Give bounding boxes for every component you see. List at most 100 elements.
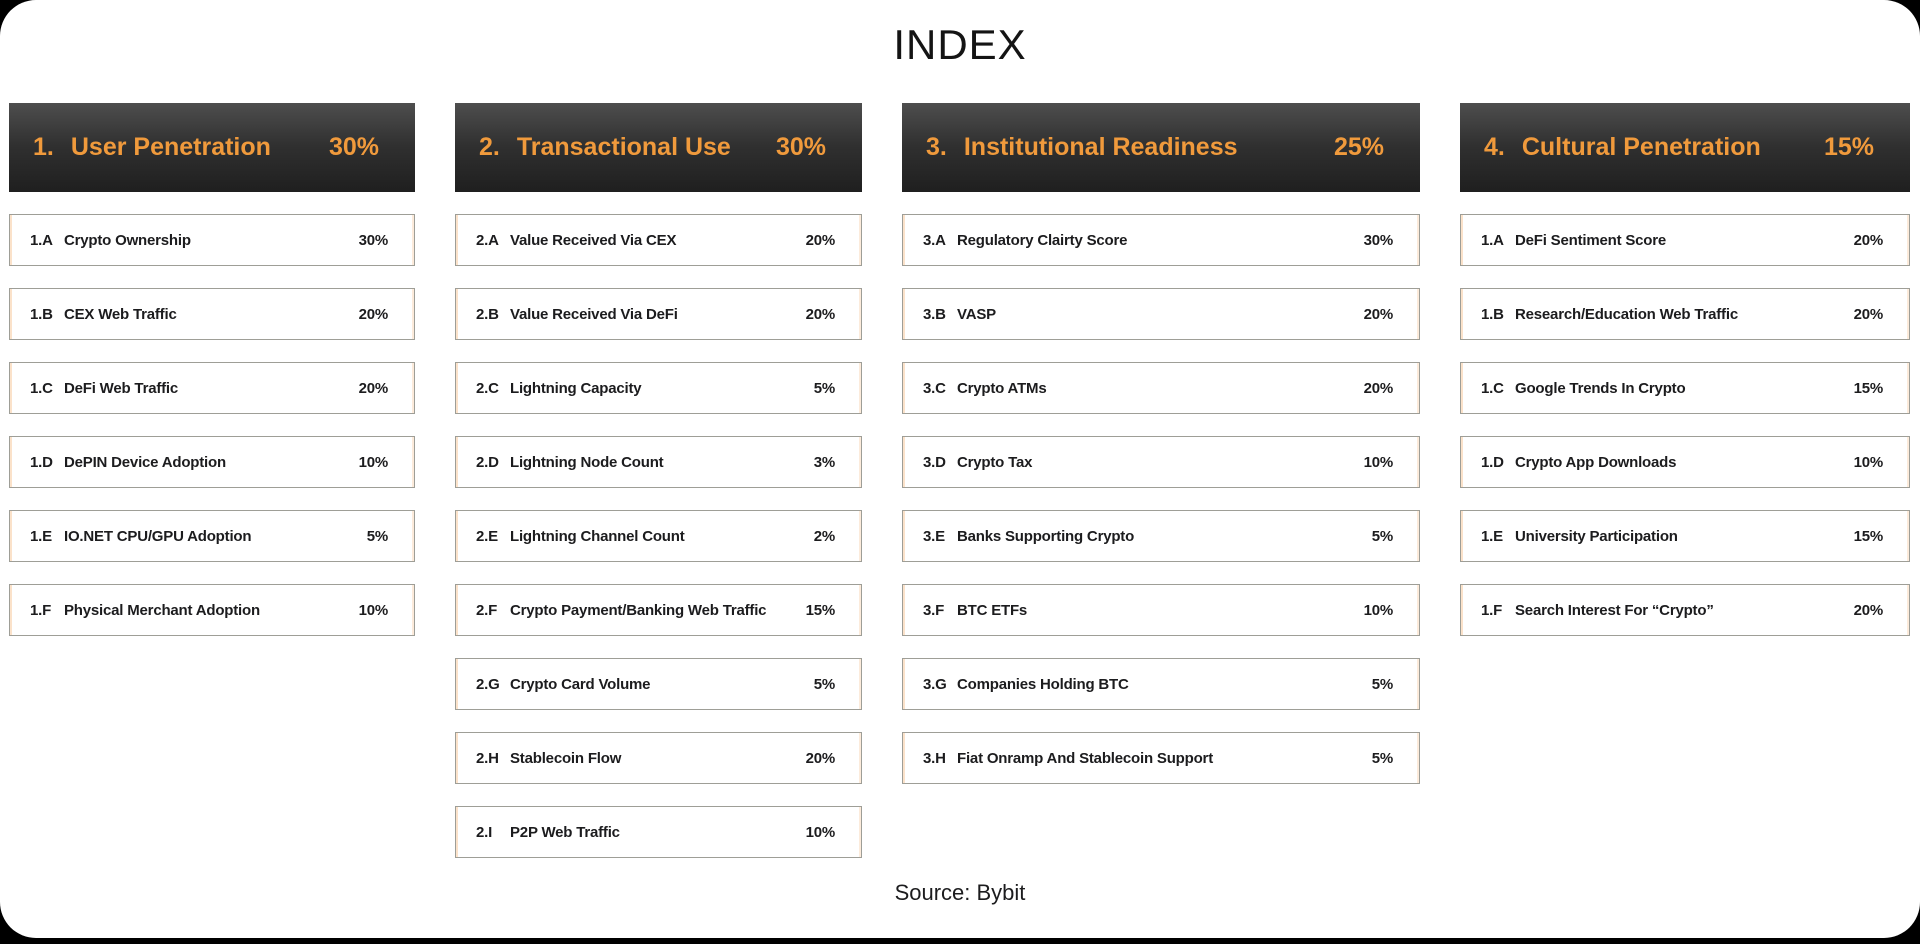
item-label: BTC ETFs <box>957 601 1028 619</box>
item-code: 1.C <box>1481 379 1504 397</box>
category-title: Transactional Use <box>516 133 731 161</box>
category-header: 1. User Penetration 30% <box>9 103 415 192</box>
item-code: 1.A <box>1481 231 1504 249</box>
item-label: Crypto Tax <box>957 453 1033 471</box>
item-code: 2.F <box>476 601 498 619</box>
column-cultural-penetration: 4. Cultural Penetration 15% 1.A DeFi Sen… <box>1460 103 1910 636</box>
item-weight: 15% <box>1853 379 1884 397</box>
index-item: 1.E IO.NET CPU/GPU Adoption 5% <box>9 510 415 562</box>
item-code: 3.G <box>923 675 947 693</box>
item-label: Search Interest For “Crypto” <box>1515 601 1714 619</box>
item-label: DePIN Device Adoption <box>64 453 226 471</box>
item-code: 3.C <box>923 379 946 397</box>
item-label: Google Trends In Crypto <box>1515 379 1686 397</box>
item-label: Banks Supporting Crypto <box>957 527 1135 545</box>
item-weight: 5% <box>813 379 835 397</box>
index-item: 1.B CEX Web Traffic 20% <box>9 288 415 340</box>
category-header: 2. Transactional Use 30% <box>455 103 862 192</box>
column-institutional-readiness: 3. Institutional Readiness 25% 3.A Regul… <box>902 103 1420 784</box>
item-label: CEX Web Traffic <box>64 305 177 323</box>
item-weight: 20% <box>1853 231 1884 249</box>
item-code: 3.A <box>923 231 946 249</box>
category-weight: 25% <box>1333 133 1384 161</box>
item-weight: 15% <box>1853 527 1884 545</box>
item-label: Crypto Card Volume <box>510 675 651 693</box>
item-code: 1.A <box>30 231 53 249</box>
index-item: 2.A Value Received Via CEX 20% <box>455 214 862 266</box>
item-weight: 2% <box>813 527 835 545</box>
item-weight: 5% <box>1371 675 1393 693</box>
category-weight: 30% <box>775 133 826 161</box>
item-label: Crypto Payment/Banking Web Traffic <box>510 601 767 619</box>
item-code: 1.D <box>30 453 53 471</box>
source-attribution: Source: Bybit <box>894 880 1026 905</box>
index-item: 3.C Crypto ATMs 20% <box>902 362 1420 414</box>
item-label: VASP <box>957 305 996 323</box>
index-item: 1.F Search Interest For “Crypto” 20% <box>1460 584 1910 636</box>
index-item: 1.F Physical Merchant Adoption 10% <box>9 584 415 636</box>
item-label: Crypto Ownership <box>64 231 191 249</box>
category-header: 4. Cultural Penetration 15% <box>1460 103 1910 192</box>
item-label: Crypto App Downloads <box>1515 453 1677 471</box>
item-weight: 30% <box>1363 231 1394 249</box>
index-item: 3.A Regulatory Clairty Score 30% <box>902 214 1420 266</box>
category-weight: 30% <box>328 133 379 161</box>
item-code: 1.B <box>30 305 53 323</box>
item-code: 2.D <box>476 453 499 471</box>
item-weight: 10% <box>1853 453 1884 471</box>
item-code: 2.A <box>476 231 499 249</box>
item-code: 1.F <box>1481 601 1503 619</box>
index-item: 3.E Banks Supporting Crypto 5% <box>902 510 1420 562</box>
item-label: DeFi Web Traffic <box>64 379 179 397</box>
item-weight: 3% <box>813 453 835 471</box>
item-code: 2.I <box>476 823 493 841</box>
item-code: 1.C <box>30 379 53 397</box>
item-weight: 20% <box>805 231 836 249</box>
item-weight: 10% <box>358 601 389 619</box>
index-item: 1.A DeFi Sentiment Score 20% <box>1460 214 1910 266</box>
index-item: 1.A Crypto Ownership 30% <box>9 214 415 266</box>
index-item: 1.C Google Trends In Crypto 15% <box>1460 362 1910 414</box>
index-item: 2.G Crypto Card Volume 5% <box>455 658 862 710</box>
category-columns: 1. User Penetration 30% 1.A Crypto Owner… <box>0 66 1920 858</box>
index-item: 2.F Crypto Payment/Banking Web Traffic 1… <box>455 584 862 636</box>
item-code: 2.G <box>476 675 500 693</box>
item-weight: 5% <box>366 527 388 545</box>
item-code: 2.H <box>476 749 499 767</box>
category-title: Institutional Readiness <box>963 133 1238 161</box>
item-weight: 20% <box>358 379 389 397</box>
item-code: 3.H <box>923 749 946 767</box>
item-weight: 20% <box>1853 305 1884 323</box>
item-weight: 20% <box>805 749 836 767</box>
category-number: 2. <box>479 133 500 161</box>
item-code: 1.E <box>1481 527 1503 545</box>
item-code: 1.E <box>30 527 52 545</box>
item-label: DeFi Sentiment Score <box>1515 231 1667 249</box>
index-item: 1.D Crypto App Downloads 10% <box>1460 436 1910 488</box>
category-number: 4. <box>1484 133 1505 161</box>
item-label: Lightning Capacity <box>510 379 642 397</box>
index-item: 1.E University Participation 15% <box>1460 510 1910 562</box>
index-item: 2.E Lightning Channel Count 2% <box>455 510 862 562</box>
item-label: Value Received Via CEX <box>510 231 677 249</box>
item-code: 3.F <box>923 601 945 619</box>
index-item: 2.C Lightning Capacity 5% <box>455 362 862 414</box>
item-code: 2.C <box>476 379 499 397</box>
item-code: 1.B <box>1481 305 1504 323</box>
item-label: Regulatory Clairty Score <box>957 231 1128 249</box>
category-header: 3. Institutional Readiness 25% <box>902 103 1420 192</box>
page-title: INDEX <box>893 21 1027 68</box>
item-label: P2P Web Traffic <box>510 823 620 841</box>
index-item: 3.B VASP 20% <box>902 288 1420 340</box>
category-number: 3. <box>926 133 947 161</box>
item-label: Lightning Channel Count <box>510 527 685 545</box>
item-weight: 15% <box>805 601 836 619</box>
index-item: 1.C DeFi Web Traffic 20% <box>9 362 415 414</box>
item-weight: 20% <box>358 305 389 323</box>
item-weight: 10% <box>358 453 389 471</box>
column-transactional-use: 2. Transactional Use 30% 2.A Value Recei… <box>455 103 862 858</box>
index-item: 3.G Companies Holding BTC 5% <box>902 658 1420 710</box>
item-label: Lightning Node Count <box>510 453 664 471</box>
index-item: 2.B Value Received Via DeFi 20% <box>455 288 862 340</box>
